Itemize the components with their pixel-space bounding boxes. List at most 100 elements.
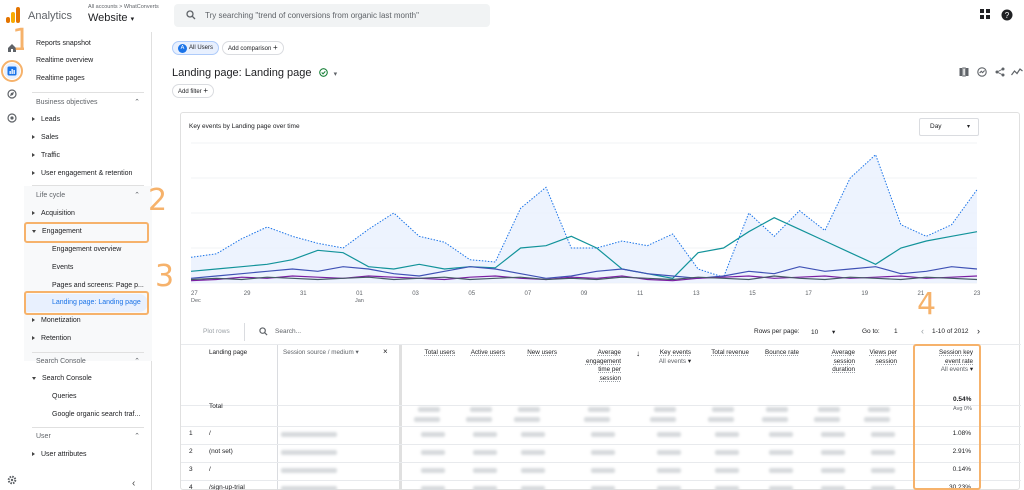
blurred-cell bbox=[769, 468, 793, 473]
col-landing-page[interactable]: Landing page bbox=[209, 349, 248, 356]
sidebar-item-monetization[interactable]: Monetization bbox=[24, 312, 152, 330]
sidebar-item-realtime-overview[interactable]: Realtime overview bbox=[36, 57, 94, 64]
col-avg-session-duration[interactable]: Average session duration bbox=[817, 349, 855, 375]
sidebar-item-queries[interactable]: Queries bbox=[52, 393, 77, 400]
sidebar-item-retention[interactable]: Retention bbox=[24, 330, 152, 348]
rows-per-page-value: 10 bbox=[811, 329, 819, 336]
sidebar-item-search-console[interactable]: Search Console bbox=[24, 370, 152, 388]
col-total-users[interactable]: Total users bbox=[413, 349, 455, 358]
series-line-3 bbox=[190, 266, 978, 279]
sidebar-item-leads[interactable]: Leads bbox=[24, 111, 152, 129]
reports-button[interactable] bbox=[4, 63, 20, 79]
blurred-cell bbox=[281, 450, 337, 455]
key-events-filter[interactable]: All events bbox=[658, 357, 687, 365]
col-label: Average session duration bbox=[831, 349, 855, 373]
col-new-users[interactable]: New users bbox=[515, 349, 557, 358]
sidebar-item-google-organic-search[interactable]: Google organic search traf... bbox=[52, 411, 141, 418]
segment-label: All Users bbox=[189, 45, 214, 51]
blurred-cell bbox=[871, 432, 895, 437]
table-row[interactable]: 3 / 0.14% bbox=[181, 466, 1021, 480]
add-filter-button[interactable]: Add filter + bbox=[172, 84, 215, 98]
col-session-source[interactable]: Session source / medium ▾ bbox=[283, 349, 359, 356]
col-total-revenue[interactable]: Total revenue bbox=[711, 349, 749, 358]
landing-page-cell[interactable]: / bbox=[209, 466, 211, 473]
x-tick-label: 05 bbox=[468, 291, 475, 297]
add-comparison-label: Add comparison bbox=[228, 46, 272, 52]
page-title: Landing page: Landing page ▾ bbox=[172, 67, 337, 79]
table-row[interactable]: 1 / 1.08% bbox=[181, 430, 1021, 444]
divider bbox=[32, 352, 144, 353]
search-bar[interactable]: Try searching "trend of conversions from… bbox=[174, 4, 490, 27]
home-icon bbox=[8, 44, 16, 52]
sidebar-item-user-engagement[interactable]: User engagement & retention bbox=[24, 165, 152, 183]
table-row[interactable]: 4/sign-up-trial 30.23% bbox=[181, 484, 1021, 490]
customize-report-icon[interactable] bbox=[959, 67, 969, 77]
reports-icon bbox=[7, 66, 17, 76]
breadcrumb[interactable]: All accounts > WhatConverts bbox=[88, 4, 159, 10]
analytics-logo-icon bbox=[6, 7, 20, 23]
expand-arrow-icon bbox=[32, 153, 35, 158]
sidebar-item-pages-and-screens[interactable]: Pages and screens: Page p... bbox=[52, 282, 144, 289]
goto-input[interactable]: 1 bbox=[894, 328, 898, 335]
sidebar-item-traffic[interactable]: Traffic bbox=[24, 147, 152, 165]
sidebar-item-engagement-overview[interactable]: Engagement overview bbox=[52, 246, 122, 253]
col-views-per-session[interactable]: Views per session bbox=[867, 349, 897, 366]
sidebar-item-acquisition[interactable]: Acquisition bbox=[24, 205, 152, 223]
expand-arrow-icon bbox=[32, 318, 35, 323]
blurred-cell bbox=[814, 417, 840, 422]
granularity-select[interactable]: Day ▾ bbox=[919, 118, 979, 136]
table-search-input[interactable]: Search... bbox=[275, 328, 302, 335]
sidebar-item-events[interactable]: Events bbox=[52, 264, 74, 271]
insights-icon[interactable] bbox=[977, 67, 987, 77]
home-button[interactable] bbox=[4, 40, 20, 56]
section-user[interactable]: User ⌃ bbox=[24, 428, 152, 446]
explore-button[interactable] bbox=[4, 86, 20, 102]
help-icon[interactable]: ? bbox=[1001, 9, 1013, 21]
collapse-sidebar-icon[interactable]: ‹ bbox=[132, 478, 136, 489]
prev-page-icon[interactable]: ‹ bbox=[921, 326, 924, 336]
table-row[interactable]: 2 (not set) 2.91% bbox=[181, 448, 1021, 462]
section-search-console[interactable]: Search Console ⌃ bbox=[24, 353, 152, 371]
col-session-key-event-rate[interactable]: Session key event rate All events ▾ bbox=[939, 349, 973, 373]
col-key-events[interactable]: Key events All events ▾ bbox=[658, 349, 691, 365]
segment-chip-all-users[interactable]: A All Users bbox=[172, 41, 220, 55]
col-label: Session key event rate bbox=[939, 349, 973, 365]
section-life-cycle[interactable]: Life cycle ⌃ bbox=[24, 187, 152, 205]
rows-per-page-select[interactable]: 10 ▾ bbox=[811, 328, 835, 336]
share-icon[interactable] bbox=[995, 67, 1005, 77]
property-selector[interactable]: Website ▾ bbox=[88, 12, 134, 24]
sidebar-item-sales[interactable]: Sales bbox=[24, 129, 152, 147]
col-bounce-rate[interactable]: Bounce rate bbox=[765, 349, 799, 358]
sidebar-item-engagement[interactable]: Engagement bbox=[24, 223, 152, 241]
sidebar-item-landing-page[interactable]: Landing page: Landing page bbox=[24, 294, 148, 312]
settings-button[interactable] bbox=[4, 472, 20, 488]
sidebar-item-user-attributes[interactable]: User attributes bbox=[24, 446, 152, 464]
top-bar: Analytics All accounts > WhatConverts We… bbox=[0, 0, 1024, 32]
blurred-cell bbox=[421, 468, 445, 473]
title-dropdown-icon[interactable]: ▾ bbox=[333, 71, 338, 78]
sidebar-item-realtime-pages[interactable]: Realtime pages bbox=[36, 75, 85, 82]
add-comparison-button[interactable]: Add comparison + bbox=[222, 41, 284, 55]
rate-filter[interactable]: All events bbox=[940, 366, 969, 373]
close-icon[interactable]: × bbox=[383, 347, 388, 356]
landing-page-cell[interactable]: /sign-up-trial bbox=[209, 484, 245, 490]
landing-page-cell[interactable]: / bbox=[209, 430, 211, 437]
sort-down-icon[interactable]: ↓ bbox=[636, 349, 640, 358]
x-tick-label: 19 bbox=[861, 291, 868, 297]
blurred-cell bbox=[712, 407, 734, 412]
add-filter-label: Add filter bbox=[178, 89, 202, 95]
apps-grid-icon[interactable] bbox=[980, 9, 990, 19]
col-active-users[interactable]: Active users bbox=[461, 349, 505, 358]
plot-rows-button[interactable]: Plot rows bbox=[203, 328, 230, 335]
section-business-objectives[interactable]: Business objectives ⌃ bbox=[24, 94, 152, 112]
blurred-cell bbox=[766, 407, 788, 412]
column-divider bbox=[399, 345, 402, 490]
col-avg-engagement[interactable]: Average engagement time per session bbox=[577, 349, 621, 383]
sidebar-item-reports-snapshot[interactable]: Reports snapshot bbox=[36, 40, 91, 47]
next-page-icon[interactable]: › bbox=[977, 326, 980, 336]
advertising-button[interactable] bbox=[4, 110, 20, 126]
blurred-cell bbox=[281, 432, 337, 437]
col-label: Active users bbox=[470, 349, 505, 356]
trend-icon[interactable] bbox=[1011, 67, 1023, 77]
landing-page-cell[interactable]: (not set) bbox=[209, 448, 233, 455]
